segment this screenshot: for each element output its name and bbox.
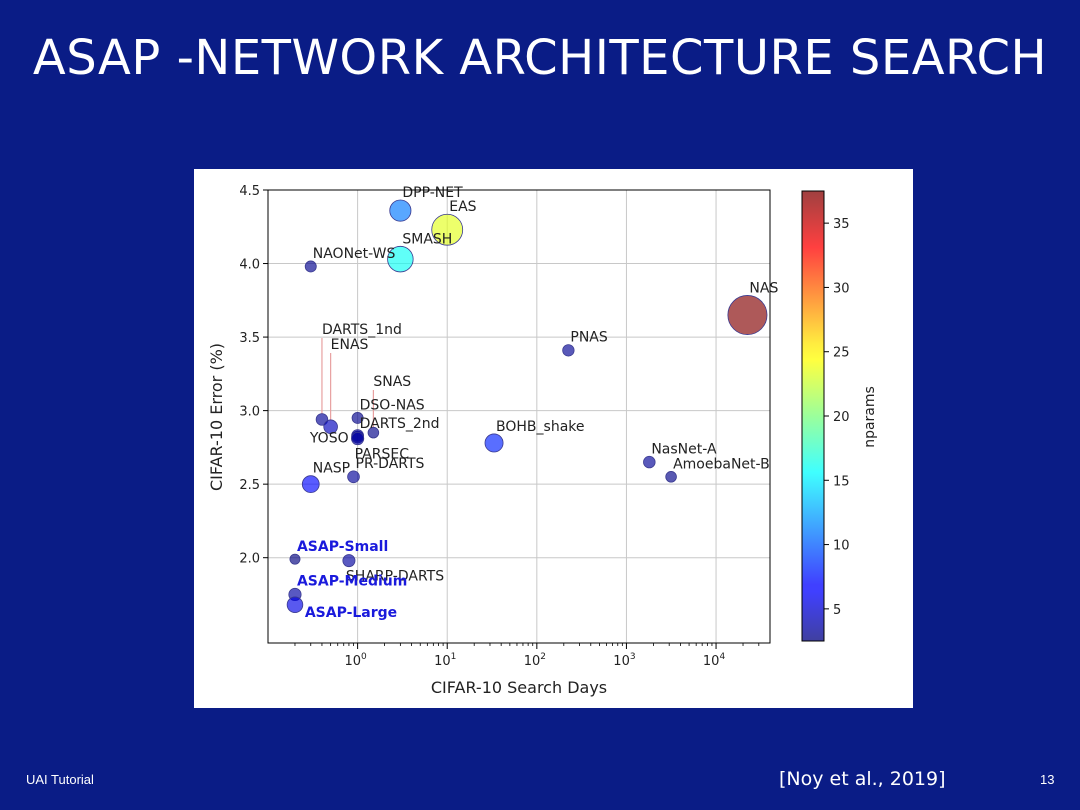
y-tick-label: 3.5: [239, 331, 260, 346]
data-label-enas: ENAS: [331, 337, 369, 353]
data-label-dpp-net: DPP-NET: [402, 185, 463, 201]
y-tick-label: 2.0: [239, 552, 260, 567]
data-label-smash: SMASH: [402, 231, 452, 247]
data-point-enas: [323, 419, 338, 435]
footer-event-label: UAI Tutorial: [26, 772, 94, 787]
data-label-naonet-ws: NAONet-WS: [313, 246, 396, 262]
data-label-darts-1nd: DARTS_1nd: [322, 322, 402, 338]
slide-title: ASAP -NETWORK ARCHITECTURE SEARCH: [32, 30, 1048, 86]
colorbar-tick-label: 35: [833, 217, 850, 232]
colorbar: [802, 191, 824, 641]
data-point-parsec: [351, 432, 365, 446]
data-point-amoebanet-b: [665, 471, 677, 483]
data-point-bohb-shake: [484, 433, 504, 453]
colorbar-ticks: 5 10 15 20 25 30 35: [824, 217, 850, 618]
data-point-snas: [367, 426, 380, 439]
data-label-asap-medium: ASAP-Medium: [297, 573, 407, 589]
data-point-darts-1nd: [315, 413, 329, 426]
data-point-dpp-net: [389, 199, 412, 222]
data-label-dso-nas: DSO-NAS: [360, 397, 425, 413]
leader-lines: [321, 338, 374, 428]
colorbar-label: nparams: [862, 386, 878, 448]
data-point-eas: [431, 213, 464, 246]
y-axis-label: CIFAR-10 Error (%): [207, 343, 226, 491]
data-label-nas: NAS: [749, 280, 778, 296]
data-label-pnas: PNAS: [570, 330, 607, 346]
x-tick-label: 104: [703, 652, 726, 669]
colorbar-tick-label: 25: [833, 346, 850, 361]
data-point-dso-nas: [351, 412, 364, 424]
data-label-eas: EAS: [449, 199, 476, 215]
data-point-pnas: [562, 344, 575, 357]
data-label-yoso: YOSO: [309, 431, 349, 447]
data-point-nasnet-a: [643, 455, 656, 469]
citation: [Noy et al., 2019]: [779, 768, 946, 790]
plot-frame: [267, 189, 771, 644]
x-tick-label: 100: [344, 652, 367, 669]
colorbar-tick-label: 15: [833, 474, 850, 489]
data-point-nas: [727, 295, 768, 335]
y-tick-label: 4.5: [239, 184, 260, 199]
colorbar-tick-label: 10: [833, 539, 850, 554]
colorbar-tick-label: 5: [833, 603, 841, 618]
chart-figure: DPP-NET EAS SMASH NAONet-WS NAS PNAS DARTS_1nd…: [194, 169, 913, 708]
data-point-pr-darts: [347, 470, 360, 484]
data-label-nasnet-a: NasNet-A: [651, 441, 717, 457]
colorbar-tick-label: 30: [833, 281, 850, 296]
data-point-asap-small: [289, 553, 301, 565]
data-label-snas: SNAS: [373, 374, 411, 390]
data-label-parsec: PARSEC: [355, 447, 410, 463]
data-label-pr-darts: PR-DARTS: [356, 456, 425, 472]
axes: 2.0 2.5 3.0 3.5 4.0 4.5 100 101 102 103 104: [239, 184, 760, 669]
x-tick-label: 102: [524, 652, 546, 669]
data-label-amoebanet-b: AmoebaNet-B: [673, 456, 770, 472]
scatter-chart-svg: DPP-NETEASSMASHNAONet-WSNASPNASDARTS_1nd…: [207, 184, 878, 697]
data-point-nasp: [301, 475, 320, 494]
data-label-asap-large: ASAP-Large: [305, 605, 397, 621]
data-label-bohb-shake: BOHB_shake: [496, 419, 584, 435]
colorbar-tick-label: 20: [833, 410, 850, 425]
data-point-sharp-darts: [342, 554, 356, 568]
x-axis-label: CIFAR-10 Search Days: [431, 678, 607, 697]
page-number: 13: [1040, 772, 1055, 787]
y-tick-label: 3.0: [239, 405, 260, 420]
data-point-naonet-ws: [304, 260, 317, 273]
data-point-smash: [387, 245, 414, 273]
data-label-nasp: NASP: [313, 461, 350, 477]
data-point-asap-large: [286, 596, 304, 613]
y-tick-label: 4.0: [239, 258, 260, 273]
data-label-sharp-darts: SHARP-DARTS: [346, 569, 444, 585]
x-tick-label: 103: [613, 652, 635, 669]
data-label-darts-2nd: DARTS_2nd: [360, 416, 440, 432]
data-points: [286, 199, 768, 613]
data-labels: DPP-NETEASSMASHNAONet-WSNASPNASDARTS_1nd…: [297, 185, 779, 621]
data-label-asap-small: ASAP-Small: [297, 539, 388, 555]
y-tick-label: 2.5: [239, 478, 260, 493]
x-tick-label: 101: [434, 652, 456, 669]
